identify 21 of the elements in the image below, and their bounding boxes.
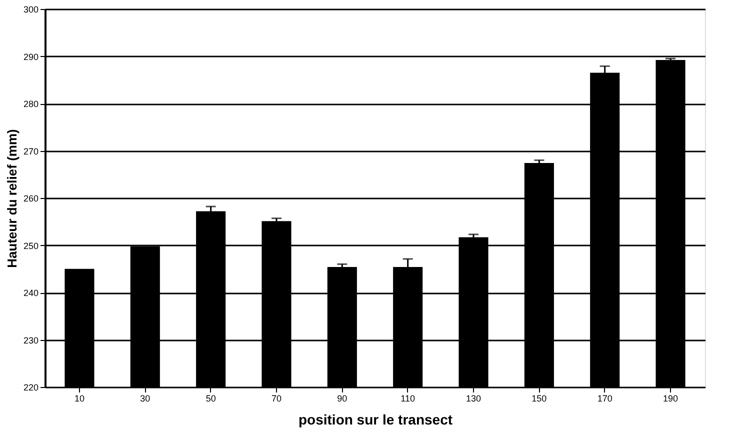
x-tick-label: 170 (597, 394, 612, 404)
x-tick-label: 150 (532, 394, 547, 404)
x-tick-label: 70 (271, 394, 282, 404)
y-tick-label: 220 (23, 382, 38, 392)
y-tick-label: 230 (23, 335, 38, 346)
y-tick-label: 290 (23, 52, 38, 62)
y-tick-label: 300 (23, 4, 38, 14)
y-tick-label: 280 (23, 99, 38, 109)
x-tick-label: 110 (400, 394, 416, 404)
x-axis-title: position sur le transect (298, 412, 453, 428)
y-tick-label: 240 (23, 288, 38, 298)
y-tick-label: 250 (23, 240, 38, 251)
x-tick-label: 50 (206, 394, 216, 404)
y-tick-label: 270 (23, 146, 38, 156)
x-tick-label: 130 (466, 394, 482, 404)
y-tick-label: 260 (23, 194, 38, 204)
x-tick-label: 30 (140, 394, 150, 404)
x-tick-label: 190 (663, 394, 678, 404)
x-tick-label: 10 (74, 394, 84, 404)
y-axis-title: Hauteur du relief (mm) (4, 129, 20, 268)
x-tick-label: 90 (337, 394, 348, 404)
